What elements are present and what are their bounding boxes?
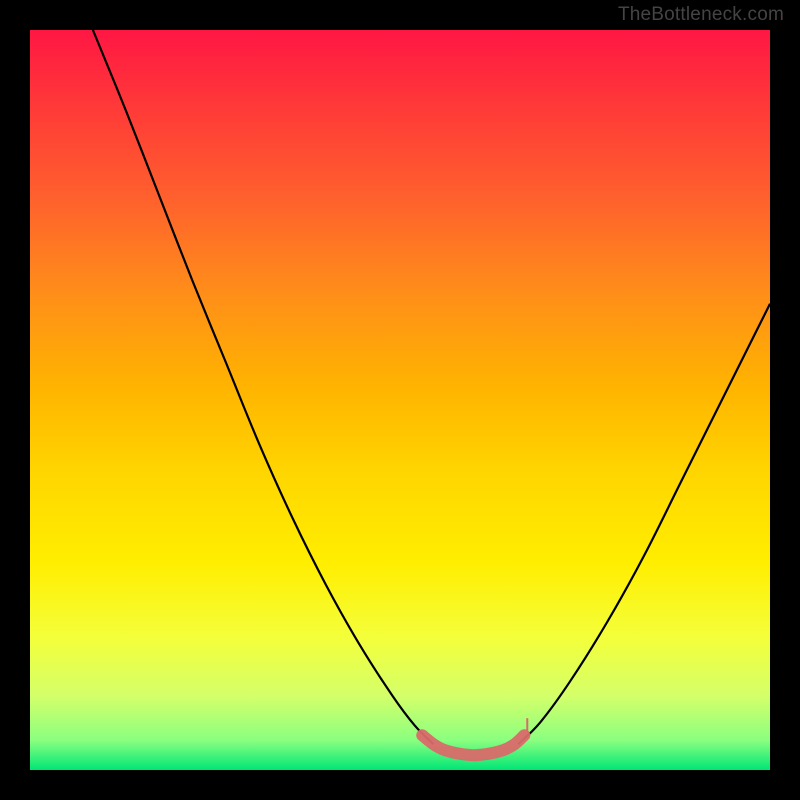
bottleneck-curve bbox=[30, 30, 770, 770]
plot-area bbox=[30, 30, 770, 770]
watermark-text: TheBottleneck.com bbox=[618, 4, 784, 26]
curve-right_branch bbox=[518, 304, 770, 744]
curve-left_branch bbox=[93, 30, 433, 744]
bottom-marker bbox=[422, 735, 524, 755]
